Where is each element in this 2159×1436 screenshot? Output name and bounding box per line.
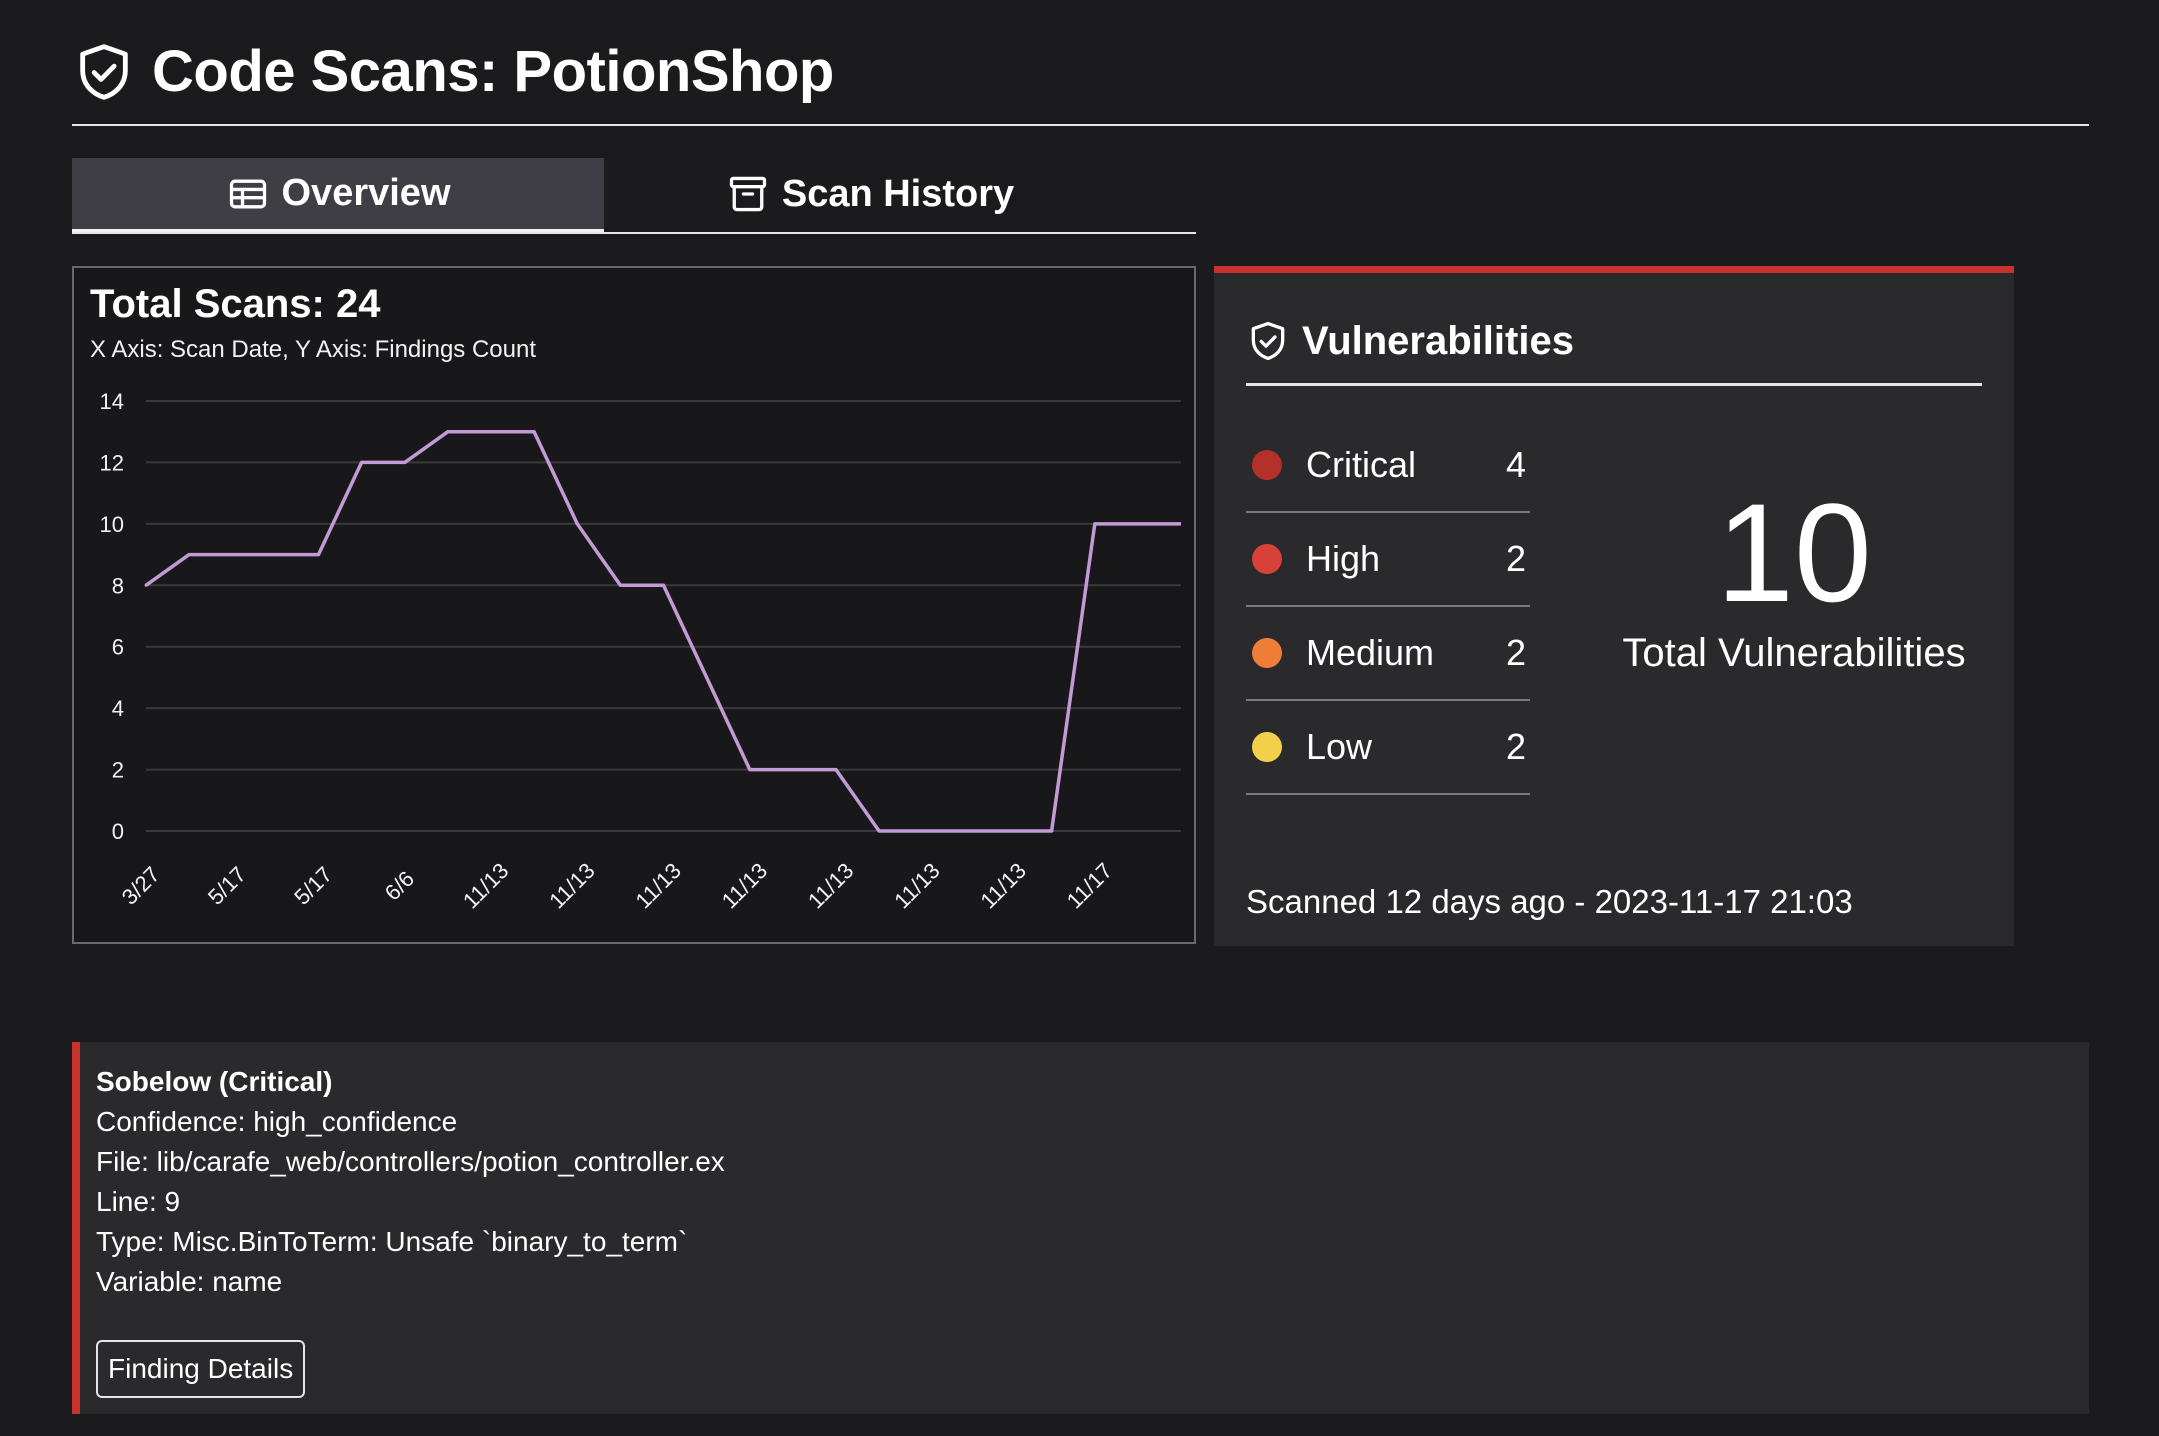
data-point (1136, 522, 1140, 526)
finding-file: File: lib/carafe_web/controllers/potion_… (96, 1146, 725, 1177)
tab-overview-label: Overview (281, 172, 451, 214)
data-point (446, 430, 450, 434)
data-point (403, 460, 407, 464)
total-label: Total Vulnerabilities (1622, 631, 1966, 675)
chart-title: Total Scans: 24 (90, 282, 381, 326)
severity-list: Critical 4 High 2 Medium 2 Low 2 (1246, 419, 1530, 795)
finding-details-button[interactable]: Finding Details (96, 1340, 306, 1398)
severity-count: 2 (1505, 726, 1526, 767)
x-tick-label: 11/17 (1062, 858, 1117, 913)
y-tick-label: 6 (112, 635, 124, 660)
data-point (1093, 522, 1097, 526)
shield-check-icon (1251, 321, 1285, 361)
data-point (1007, 829, 1010, 833)
findings-line-chart: 0 2 4 6 8 10 12 14 3/27 5/17 5/17 6/6 11/13 11/13 11/1… (100, 389, 1181, 913)
data-point (187, 553, 191, 557)
severity-label: Low (1306, 726, 1373, 767)
data-point (877, 829, 881, 833)
vulnerabilities-header: Vulnerabilities (1246, 313, 1982, 386)
critical-dot-icon (1252, 450, 1282, 480)
x-tick-label: 11/13 (803, 858, 858, 913)
y-tick-label: 0 (112, 819, 124, 844)
severity-label: Medium (1306, 632, 1435, 673)
y-tick-label: 2 (112, 758, 124, 783)
y-tick-label: 12 (100, 450, 124, 475)
y-tick-label: 4 (112, 696, 124, 721)
y-tick-label: 14 (100, 389, 124, 414)
archive-icon (729, 176, 766, 212)
high-dot-icon (1252, 544, 1282, 574)
x-tick-label: 11/13 (458, 858, 513, 913)
data-point (144, 583, 148, 587)
x-tick-label: 6/6 (380, 866, 419, 905)
page-header: Code Scans: PotionShop (72, 36, 2089, 126)
x-tick-label: 11/13 (975, 858, 1030, 913)
finding-title: Sobelow (Critical) (96, 1066, 333, 1097)
y-tick-label: 10 (100, 512, 124, 537)
tab-overview[interactable]: Overview (72, 158, 604, 232)
severity-count: 2 (1505, 538, 1526, 579)
data-point (575, 522, 579, 526)
data-point (791, 768, 795, 772)
severity-row-high: High 2 (1246, 513, 1530, 607)
finding-variable: Variable: name (96, 1266, 283, 1297)
finding-line: Line: 9 (96, 1186, 181, 1217)
severity-row-critical: Critical 4 (1246, 419, 1530, 513)
findings-series-line (144, 429, 1181, 833)
tab-bar: Overview Scan History (72, 158, 1196, 234)
x-tick-label: 11/13 (717, 858, 772, 913)
tab-scan-history-label: Scan History (781, 172, 1015, 215)
vulnerabilities-title: Vulnerabilities (1302, 319, 1574, 363)
tab-scan-history[interactable]: Scan History (604, 158, 1136, 230)
total-count: 10 (1716, 474, 1872, 631)
data-point (705, 675, 709, 679)
severity-label: High (1306, 538, 1381, 579)
data-point (360, 460, 364, 464)
data-point (273, 553, 277, 557)
shield-check-icon (80, 44, 128, 100)
finding-type: Type: Misc.BinToTerm: Unsafe `binary_to_… (96, 1226, 688, 1257)
medium-dot-icon (1252, 638, 1282, 668)
scans-chart-panel: 0 2 4 6 8 10 12 14 3/27 5/17 5/17 6/6 11/13 11/13 11/1… (72, 266, 1196, 944)
low-dot-icon (1252, 732, 1282, 762)
x-tick-label: 11/13 (889, 858, 944, 913)
finding-details: Sobelow (Critical) Confidence: high_conf… (96, 1062, 725, 1302)
x-tick-label: 3/27 (117, 862, 165, 910)
data-point (489, 430, 493, 434)
page-title: Code Scans: PotionShop (152, 39, 834, 104)
severity-label: Critical (1306, 444, 1417, 485)
data-point (1050, 829, 1054, 833)
severity-count: 2 (1505, 632, 1526, 673)
last-scanned-text: Scanned 12 days ago - 2023-11-17 21:03 (1246, 883, 1853, 920)
severity-row-low: Low 2 (1246, 701, 1530, 795)
x-tick-label: 11/13 (544, 858, 599, 913)
finding-card: Sobelow (Critical) Confidence: high_conf… (72, 1042, 2089, 1414)
chart-subtitle: X Axis: Scan Date, Y Axis: Findings Coun… (90, 336, 537, 363)
y-tick-label: 8 (112, 573, 124, 598)
data-point (834, 768, 838, 772)
data-point (532, 430, 536, 434)
data-point (963, 829, 967, 833)
vulnerabilities-panel: Vulnerabilities Critical 4 High 2 Medium… (1214, 266, 2014, 946)
data-point (748, 768, 752, 772)
finding-confidence: Confidence: high_confidence (96, 1106, 458, 1137)
x-tick-label: 5/17 (203, 862, 251, 910)
severity-row-medium: Medium 2 (1246, 607, 1530, 701)
table-icon (229, 179, 266, 208)
data-point (618, 583, 622, 587)
x-tick-label: 5/17 (289, 862, 337, 910)
total-vulnerabilities: 10 Total Vulnerabilities (1594, 483, 1994, 676)
data-point (662, 583, 665, 587)
data-point (317, 553, 320, 557)
severity-count: 4 (1505, 444, 1526, 485)
x-tick-label: 11/13 (630, 858, 685, 913)
data-point (230, 553, 234, 557)
data-point (920, 829, 924, 833)
